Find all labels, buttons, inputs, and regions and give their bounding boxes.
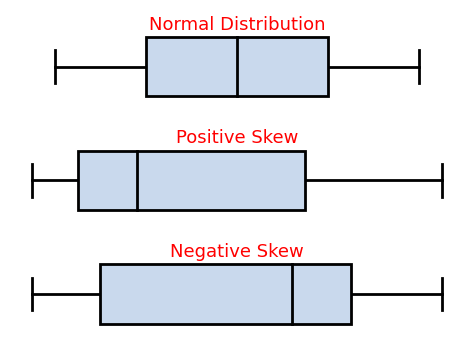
Bar bbox=[78, 150, 305, 210]
Bar bbox=[100, 264, 351, 324]
Bar bbox=[146, 37, 328, 96]
Text: Normal Distribution: Normal Distribution bbox=[149, 16, 325, 34]
Text: Negative Skew: Negative Skew bbox=[170, 243, 304, 261]
Text: Positive Skew: Positive Skew bbox=[176, 130, 298, 147]
